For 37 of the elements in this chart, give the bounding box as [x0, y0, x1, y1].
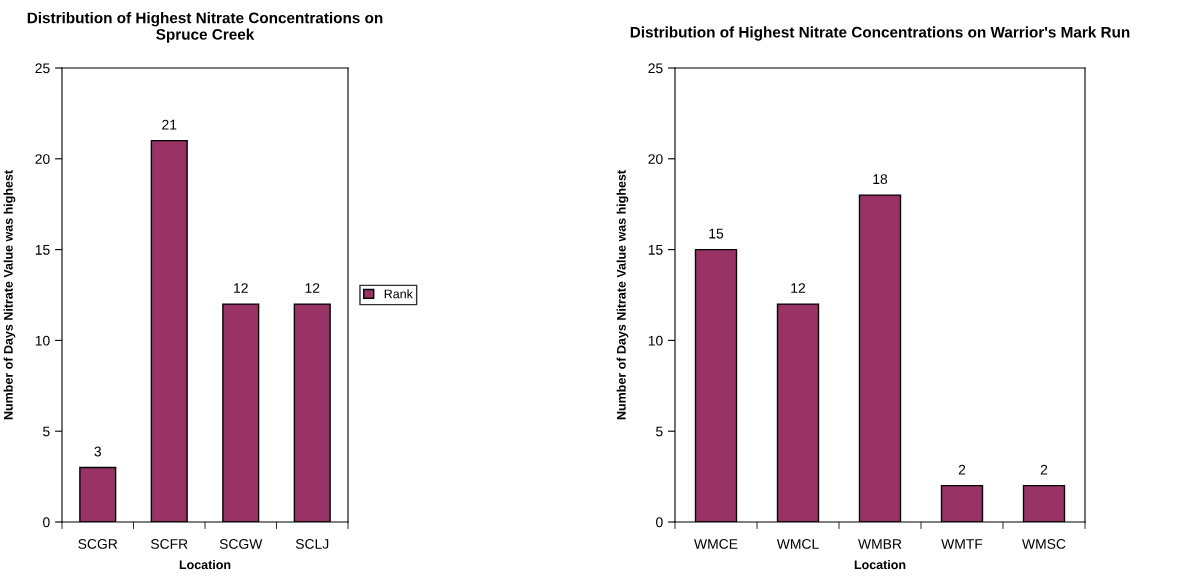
- x-axis-title: Location: [854, 559, 906, 570]
- chart-title: Distribution of Highest Nitrate Concentrations on Spruce Creek: [27, 12, 383, 43]
- y-tick-label: 25: [648, 63, 663, 74]
- data-label: 15: [709, 228, 724, 239]
- y-tick-label: 10: [35, 335, 50, 346]
- data-label: 3: [94, 446, 101, 457]
- y-tick-label: 5: [656, 426, 663, 437]
- data-label: 18: [873, 174, 888, 185]
- chart-title: Distribution of Highest Nitrate Concentrations on Warrior's Mark Run: [630, 26, 1130, 41]
- x-tick-label: WMBR: [858, 539, 902, 549]
- x-axis-title: Location: [179, 559, 231, 570]
- y-tick-label: 0: [43, 517, 50, 528]
- y-axis-title: Number of Days Nitrate Value was highest: [616, 170, 629, 420]
- data-label: 12: [791, 283, 806, 293]
- x-tick-label: WMCE: [694, 539, 738, 549]
- x-tick-label: SCGR: [78, 539, 118, 549]
- data-label: 21: [162, 119, 177, 130]
- x-tick-label: WMSC: [1022, 539, 1066, 549]
- y-tick-label: 15: [648, 245, 663, 255]
- x-tick-label: WMCL: [776, 539, 819, 549]
- data-label: 12: [305, 283, 320, 293]
- x-tick-label: SCGW: [219, 539, 263, 549]
- x-tick-label: SCFR: [150, 539, 188, 549]
- data-label: 12: [234, 283, 248, 293]
- y-tick-label: 25: [35, 63, 50, 74]
- y-tick-label: 15: [35, 245, 50, 255]
- x-tick-label: SCLJ: [295, 539, 329, 549]
- y-tick-label: 5: [43, 426, 50, 437]
- y-axis-title: Number of Days Nitrate Value was highest: [3, 170, 16, 420]
- x-tick-label: WMTF: [941, 539, 983, 549]
- data-label: 2: [958, 464, 966, 475]
- y-tick-label: 20: [648, 154, 663, 164]
- data-label: 2: [1040, 464, 1048, 475]
- legend-label: Rank: [384, 289, 413, 299]
- y-tick-label: 10: [648, 335, 663, 346]
- y-tick-label: 0: [656, 517, 663, 528]
- y-tick-label: 20: [35, 154, 50, 164]
